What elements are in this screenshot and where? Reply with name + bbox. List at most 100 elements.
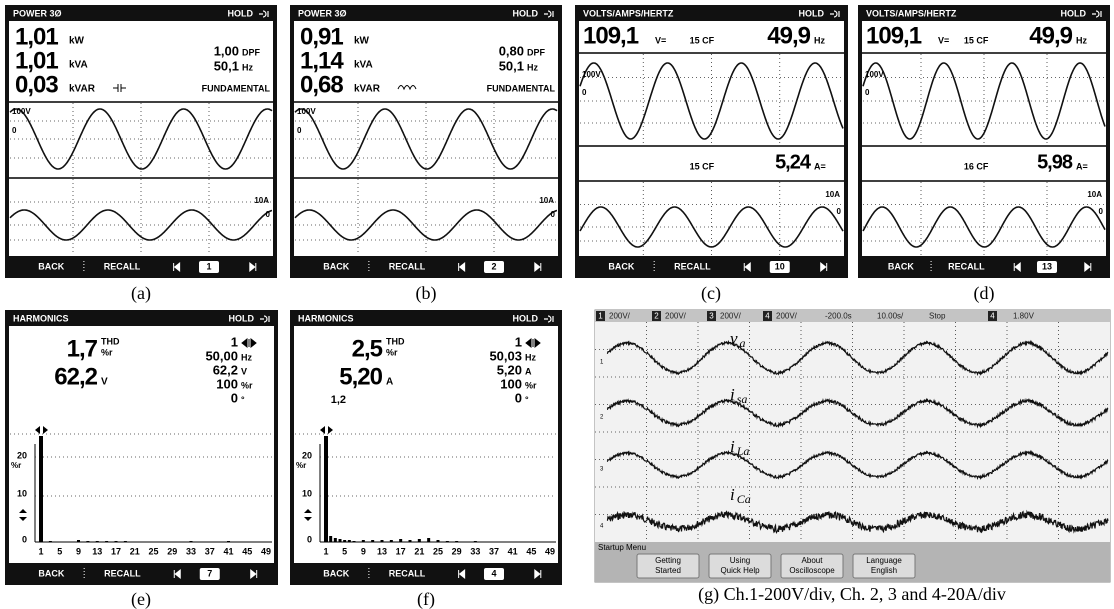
zero-label: 0 — [297, 126, 302, 135]
scope-header-item: 200V/ — [776, 312, 798, 321]
page-number: 10 — [775, 261, 785, 271]
reading-value: 1 — [231, 334, 238, 349]
hold-status: HOLD — [513, 8, 539, 18]
harmonic-bar — [227, 541, 230, 542]
reading-unit: kW — [69, 36, 85, 47]
trace-label-sub: sa — [737, 392, 748, 406]
thd-value: 1,7 — [67, 335, 98, 362]
reading-unit: Hz — [814, 35, 825, 45]
footer-button: BACK — [323, 261, 349, 271]
reading-value: 50,1 — [214, 58, 239, 73]
harmonic-bar — [348, 540, 351, 542]
y-axis-unit: %r — [11, 461, 21, 470]
page-number: 2 — [491, 261, 496, 271]
scope-header-item: Stop — [929, 312, 946, 321]
figure: POWER 3ØHOLDBACKRECALL11,01kW1,01kVA0,03… — [0, 0, 1114, 609]
main-unit: A — [386, 377, 393, 388]
footer-button: RECALL — [389, 568, 426, 578]
reading-unit: V — [241, 366, 247, 376]
reading-value: 5,24 — [775, 151, 812, 173]
sub-value: 1,2 — [331, 394, 346, 406]
x-axis-label: 49 — [261, 546, 271, 556]
menu-button-label: Started — [655, 566, 681, 575]
x-axis-label: 17 — [111, 546, 121, 556]
reading-value: 1,01 — [15, 47, 58, 74]
reading-value: 1,01 — [15, 23, 58, 50]
reading-unit: A — [525, 366, 532, 376]
scope-grid-area — [595, 322, 1110, 542]
harmonic-bar — [409, 540, 412, 542]
x-axis-label: 41 — [223, 546, 233, 556]
scale-label: 10A — [254, 196, 269, 205]
mode-label: FUNDAMENTAL — [202, 83, 271, 93]
footer-button: BACK — [323, 568, 349, 578]
x-axis-label: 45 — [526, 546, 536, 556]
harmonic-bar — [334, 538, 337, 542]
scale-label: 100V — [297, 107, 316, 116]
thd-label: THD — [386, 336, 405, 346]
scope-header-item: -200.0s — [825, 312, 852, 321]
harmonic-bar — [353, 541, 356, 542]
caption: (c) — [701, 283, 721, 304]
x-axis-label: 45 — [242, 546, 252, 556]
scope-header-item: 4 — [765, 312, 770, 321]
menu-button-label: About — [802, 556, 824, 565]
reading-unit: ° — [241, 394, 245, 404]
harmonic-bar — [96, 541, 99, 542]
trace-label-base: i — [730, 385, 735, 404]
menu-button-label: Quick Help — [720, 566, 760, 575]
reading-value: 50,03 — [489, 348, 522, 363]
hold-status: HOLD — [799, 8, 825, 18]
reading-value: 100 — [216, 376, 238, 391]
harmonic-bar — [39, 436, 43, 542]
page-number: 1 — [206, 261, 211, 271]
reading-unit: ° — [525, 394, 529, 404]
reading-value: 50,00 — [205, 348, 238, 363]
hold-status: HOLD — [228, 8, 254, 18]
scope-header-item: 3 — [709, 312, 714, 321]
scale-label: 10A — [825, 190, 840, 199]
reading-value: 100 — [500, 376, 522, 391]
y-axis-label: 0 — [307, 534, 312, 544]
reading-value: 49,9 — [1029, 22, 1072, 49]
menu-button-label: Oscilloscope — [789, 566, 835, 575]
harmonic-bar — [418, 539, 421, 542]
harmonic-bar — [371, 540, 374, 542]
x-axis-label: 9 — [361, 546, 366, 556]
reading-unit: Hz — [242, 62, 253, 72]
x-axis-label: 25 — [433, 546, 443, 556]
caption: (f) — [417, 589, 435, 609]
trace-label-sub: Ca — [737, 492, 751, 506]
screen-header: HARMONICS — [298, 313, 354, 323]
x-axis-label: 33 — [470, 546, 480, 556]
reading-value: 49,9 — [767, 22, 810, 49]
caption: (d) — [974, 283, 995, 304]
reading-value: 5,98 — [1037, 151, 1073, 173]
harmonic-bar — [390, 540, 393, 542]
reading-value: 50,1 — [499, 58, 524, 73]
hold-status: HOLD — [1061, 8, 1087, 18]
page-number: 4 — [491, 568, 496, 578]
reading-value: 0,91 — [300, 23, 343, 50]
x-axis-label: 5 — [342, 546, 347, 556]
screen-header: POWER 3Ø — [13, 8, 62, 18]
footer-button: BACK — [888, 261, 914, 271]
y-axis-label: 20 — [302, 450, 312, 460]
y-axis-unit: %r — [296, 461, 306, 470]
x-axis-label: 21 — [414, 546, 424, 556]
reading-value: 0,80 — [499, 43, 524, 58]
harmonic-bar — [86, 541, 89, 542]
harmonic-bar — [49, 541, 52, 542]
zero-label: 0 — [837, 207, 842, 216]
reading-value: 0 — [515, 390, 522, 405]
reading-unit: kVAR — [69, 84, 96, 95]
menu-button-label: Using — [730, 556, 750, 565]
crest-factor: 15 CF — [964, 35, 989, 45]
thd-value: 2,5 — [352, 335, 383, 362]
main-value: 5,20 — [339, 363, 382, 390]
analyzer-screenshot: VOLTS/AMPS/HERTZHOLDBACKRECALL13109,1V=1… — [858, 5, 1110, 278]
oscilloscope-screenshot: 1200V/2200V/3200V/4200V/-200.0s10.00s/St… — [595, 310, 1110, 582]
reading-value: 5,20 — [497, 362, 522, 377]
scale-label: 100V — [865, 70, 884, 79]
reading-unit: %r — [525, 380, 537, 390]
